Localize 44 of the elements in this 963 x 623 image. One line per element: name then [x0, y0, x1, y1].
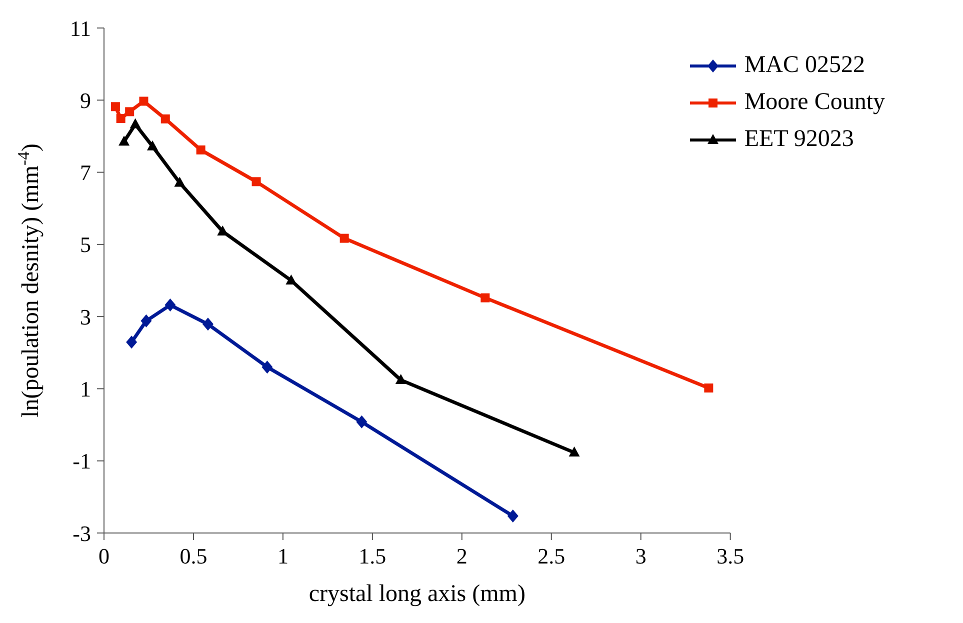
y-tick-label: -3: [72, 520, 91, 546]
point: [174, 176, 186, 187]
x-tick-label: 1.5: [358, 544, 386, 569]
legend-label: MAC 02522: [744, 51, 866, 80]
x-tick-label: 2: [456, 544, 468, 569]
point: [395, 374, 406, 384]
point: [164, 298, 176, 312]
legend-label: Moore County: [744, 88, 885, 117]
point: [480, 293, 490, 302]
point: [252, 177, 261, 186]
x-tick-label: 1: [277, 544, 288, 569]
x-axis-title: crystal long axis (mm): [308, 581, 526, 607]
point: [126, 336, 138, 349]
point: [130, 118, 141, 128]
y-tick-label: 1: [80, 376, 91, 402]
point: [202, 318, 214, 331]
y-tick-label: -1: [72, 448, 91, 474]
point: [262, 360, 273, 374]
point: [286, 274, 297, 284]
legend-label: EET 92023: [744, 125, 854, 154]
x-tick-label: 3.5: [716, 544, 744, 569]
point: [146, 140, 158, 150]
y-tick-label: 7: [80, 160, 91, 186]
point: [340, 234, 349, 243]
point: [139, 96, 148, 106]
point: [125, 107, 134, 116]
point: [356, 415, 368, 428]
x-tick-label: 0.5: [180, 544, 208, 569]
x-tick-label: 3: [635, 544, 646, 569]
x-tick-label: 2.5: [538, 544, 566, 569]
point: [704, 383, 714, 392]
point: [160, 114, 170, 124]
y-tick-label: 5: [80, 232, 91, 258]
point: [110, 102, 120, 112]
point: [568, 446, 580, 457]
x-tick-label: 0: [98, 544, 110, 569]
y-tick-label: 3: [80, 304, 91, 330]
point: [196, 145, 206, 154]
point: [140, 314, 152, 328]
point: [116, 114, 126, 124]
point: [118, 136, 130, 146]
point: [507, 510, 518, 523]
y-tick-label: 9: [80, 88, 91, 113]
y-tick-label: 11: [70, 16, 91, 41]
